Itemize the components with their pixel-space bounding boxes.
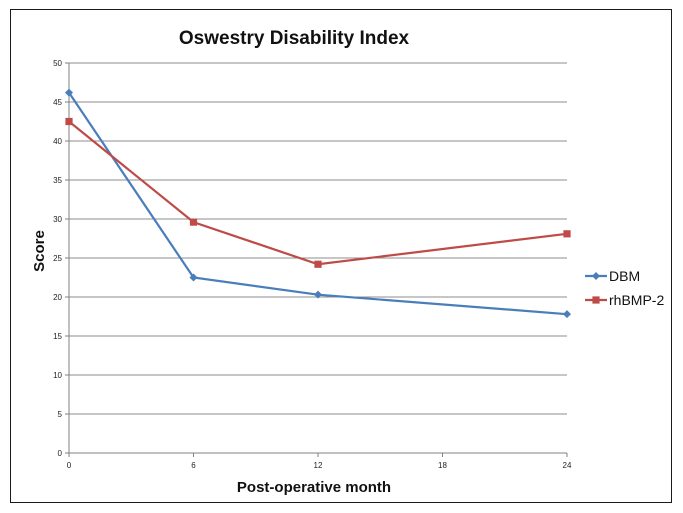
line-chart: Oswestry Disability Index Score Post-ope… — [31, 28, 664, 496]
y-tick-label: 15 — [53, 332, 62, 341]
grid — [69, 62, 567, 415]
x-tick-labels: 0 6 12 18 24 — [67, 461, 572, 470]
data-point-dbm — [65, 88, 73, 97]
y-tick-label: 30 — [53, 215, 62, 224]
y-tick-label: 5 — [58, 410, 63, 419]
y-tick-labels: 0 5 10 15 20 25 30 35 40 45 50 — [53, 59, 62, 458]
series-line-dbm — [68, 92, 568, 316]
data-point-rhbmp-2 — [563, 230, 571, 238]
y-tick-label: 40 — [53, 137, 62, 146]
legend-marker-rhbmp-2 — [592, 296, 600, 304]
data-point-dbm — [563, 310, 571, 319]
y-axis-title: Score — [31, 230, 48, 272]
y-tick-label: 45 — [53, 98, 62, 107]
x-tick-label: 12 — [314, 461, 323, 470]
x-tick-label: 6 — [191, 461, 196, 470]
x-tick-label: 18 — [438, 461, 447, 470]
data-point-rhbmp-2 — [65, 117, 73, 126]
legend-label-rhbmp-2: rhBMP-2 — [609, 292, 664, 308]
series — [65, 88, 571, 319]
y-tick-label: 50 — [53, 59, 62, 68]
y-tick-label: 35 — [53, 176, 62, 185]
legend-item-rhbmp-2: rhBMP-2 — [585, 292, 664, 308]
data-point-dbm — [189, 273, 198, 282]
legend: DBM rhBMP-2 — [585, 268, 664, 308]
series-rhbmp-2 — [65, 117, 571, 268]
data-point-rhbmp-2 — [189, 218, 198, 226]
y-tick-label: 25 — [53, 254, 62, 263]
y-tick-label: 10 — [53, 371, 62, 380]
data-point-dbm — [314, 290, 322, 299]
y-tick-label: 20 — [53, 293, 62, 302]
x-axis-title: Post-operative month — [237, 479, 391, 496]
series-line-rhbmp-2 — [68, 120, 568, 266]
x-tick-label: 0 — [67, 461, 72, 470]
legend-item-dbm: DBM — [585, 268, 640, 284]
data-point-rhbmp-2 — [314, 260, 322, 268]
x-tick-label: 24 — [563, 461, 572, 470]
legend-label-dbm: DBM — [609, 268, 640, 284]
axes — [65, 62, 568, 457]
series-dbm — [65, 88, 571, 319]
legend-marker-dbm — [592, 272, 600, 280]
y-tick-label: 0 — [58, 449, 63, 458]
chart-frame: Oswestry Disability Index Score Post-ope… — [10, 9, 672, 503]
chart-title: Oswestry Disability Index — [179, 28, 410, 49]
